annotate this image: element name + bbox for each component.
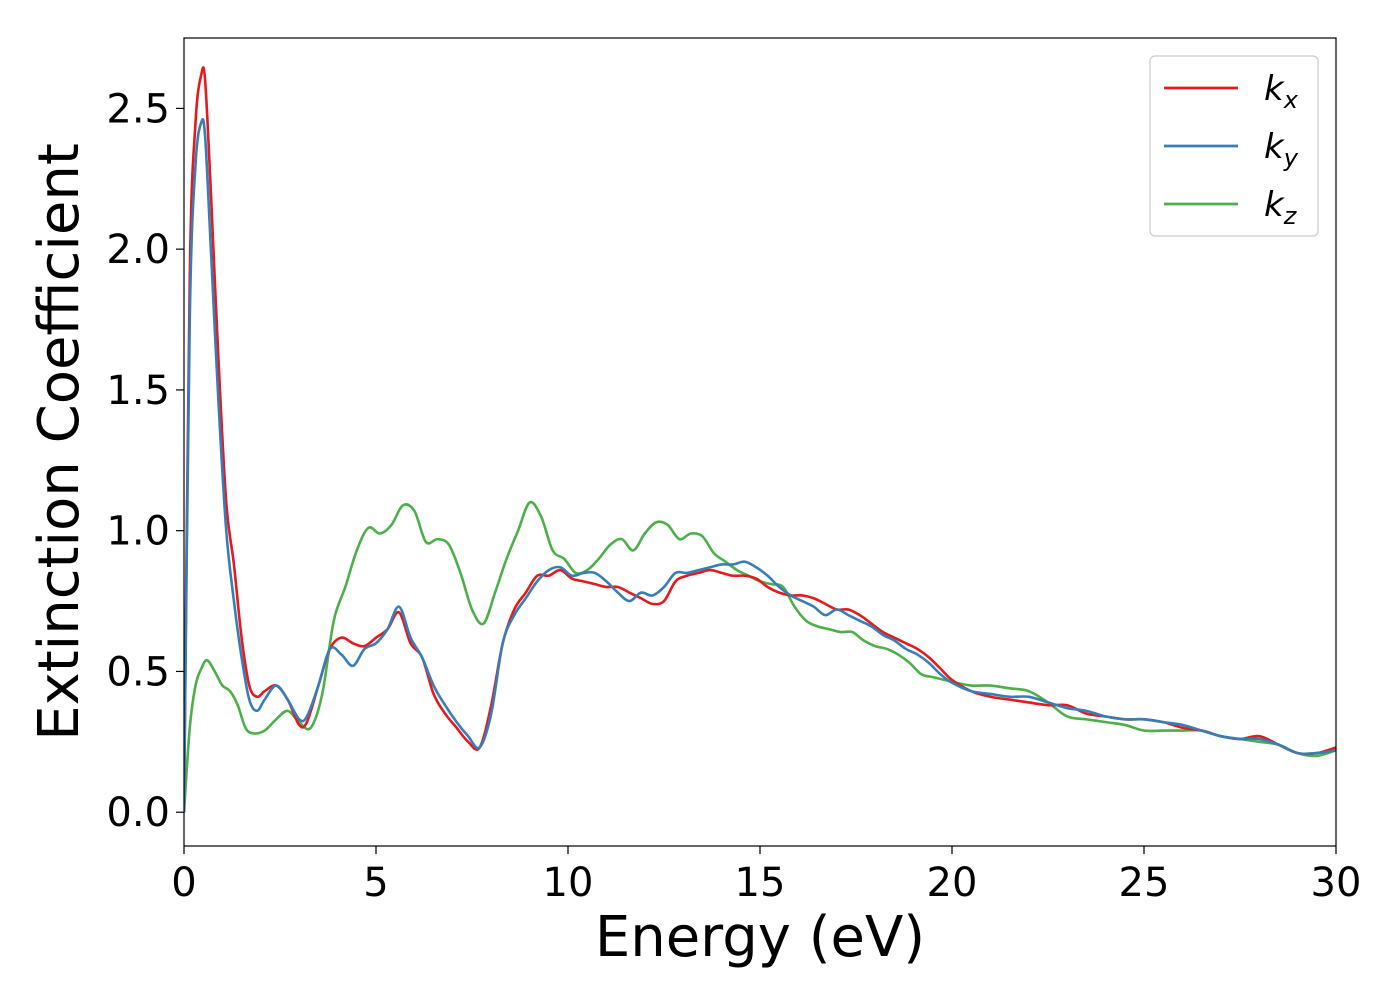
x-tick-label: 20 xyxy=(927,860,978,906)
legend-label-ky: ky xyxy=(1264,127,1299,172)
x-tick-label: 10 xyxy=(543,860,594,906)
legend-label-kz: kz xyxy=(1264,185,1298,230)
x-tick-label: 15 xyxy=(735,860,786,906)
x-tick-label: 0 xyxy=(171,860,196,906)
legend: kx ky kz xyxy=(1149,55,1319,237)
y-tick-label: 1.5 xyxy=(106,368,170,414)
y-tick-label: 2.5 xyxy=(106,86,170,132)
legend-label-kx: kx xyxy=(1264,69,1299,114)
x-axis: 0 5 10 15 20 25 30 xyxy=(171,846,1361,906)
series-layer xyxy=(184,66,1336,813)
series-line-ky xyxy=(184,117,1336,813)
y-tick-label: 0.0 xyxy=(106,790,170,836)
y-axis-label: Extinction Coefficient xyxy=(27,143,92,741)
y-tick-label: 0.5 xyxy=(106,649,170,695)
x-tick-label: 25 xyxy=(1119,860,1170,906)
y-axis: 0.0 0.5 1.0 1.5 2.0 2.5 xyxy=(106,86,184,836)
x-axis-label: Energy (eV) xyxy=(595,905,925,970)
y-tick-label: 1.0 xyxy=(106,509,170,555)
x-tick-label: 30 xyxy=(1311,860,1362,906)
series-line-kx xyxy=(184,66,1336,813)
x-tick-label: 5 xyxy=(363,860,388,906)
y-tick-label: 2.0 xyxy=(106,227,170,273)
